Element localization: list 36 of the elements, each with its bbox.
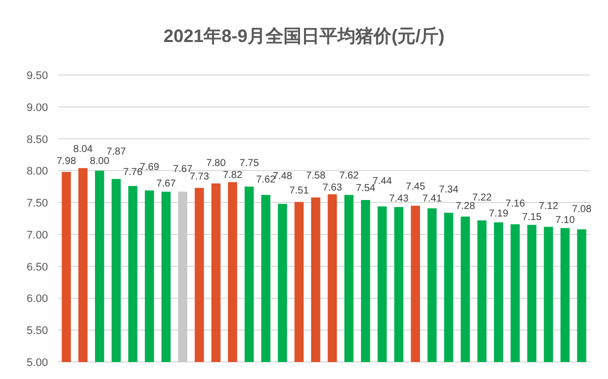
data-label: 7.58 <box>306 170 326 182</box>
data-label: 7.80 <box>206 158 226 170</box>
data-label: 7.41 <box>422 194 442 205</box>
data-label: 7.34 <box>438 184 459 196</box>
data-label: 7.51 <box>289 185 310 196</box>
data-label: 7.67 <box>156 178 176 190</box>
data-label: 7.08 <box>572 204 592 216</box>
data-label: 7.28 <box>456 200 476 212</box>
data-label: 7.16 <box>505 198 526 210</box>
data-label: 7.12 <box>538 200 559 212</box>
y-tick-label: 8.50 <box>26 134 48 146</box>
y-tick-label: 9.00 <box>26 102 48 114</box>
data-label: 7.54 <box>356 182 376 194</box>
data-label: 7.15 <box>522 212 542 224</box>
y-tick-label: 8.00 <box>26 166 48 178</box>
y-tick-label: 6.50 <box>26 261 48 274</box>
data-label: 7.10 <box>555 214 576 226</box>
chart-title: 2021年8-9月全国日平均猪价(元/斤) <box>163 26 445 46</box>
data-label: 7.82 <box>222 170 243 182</box>
data-label: 7.45 <box>406 182 426 193</box>
data-label: 8.00 <box>90 156 110 168</box>
data-label: 7.75 <box>239 158 260 170</box>
y-tick-label: 5.50 <box>26 325 48 338</box>
data-label: 7.62 <box>339 170 360 182</box>
y-tick-label: 7.00 <box>26 229 48 242</box>
data-label: 7.43 <box>389 194 409 205</box>
data-label: 7.98 <box>56 156 76 168</box>
data-label: 7.63 <box>322 182 342 194</box>
y-tick-label: 6.00 <box>26 293 48 306</box>
data-label: 7.76 <box>123 166 143 178</box>
y-tick-label: 5.00 <box>26 357 48 369</box>
y-tick-label: 9.50 <box>26 70 48 82</box>
data-label: 7.19 <box>488 208 509 220</box>
data-label: 8.04 <box>73 144 94 156</box>
y-tick-label: 7.50 <box>26 198 48 210</box>
data-label: 7.87 <box>106 146 126 158</box>
